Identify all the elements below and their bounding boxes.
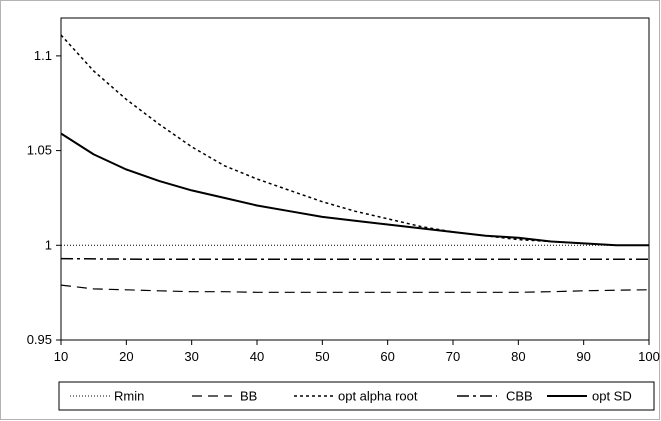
x-tick-label: 40 (250, 349, 264, 364)
legend-label: CBB (506, 389, 533, 404)
series-lines (60, 34, 650, 293)
series-line-bb (60, 284, 650, 293)
y-tick-label: 0.95 (27, 332, 52, 347)
legend: Rmin BB opt alpha root CBB opt SD (70, 389, 632, 404)
y-tick-label: 1 (45, 237, 52, 252)
series-line-cbb (60, 257, 649, 261)
y-tick-label: 1.05 (27, 143, 52, 158)
legend-label: opt alpha root (338, 389, 418, 404)
plot-area (60, 17, 650, 341)
series-line-opt-sd (60, 132, 649, 247)
y-tick-label: 1.1 (34, 48, 52, 63)
x-axis: 10 20 30 40 50 60 70 80 90 100 (54, 340, 660, 364)
legend-label: Rmin (114, 389, 144, 404)
x-tick-label: 50 (315, 349, 329, 364)
y-axis: 0.95 1 1.05 1.1 (27, 48, 61, 347)
x-tick-label: 60 (380, 349, 394, 364)
x-tick-label: 100 (638, 349, 660, 364)
legend-label: BB (240, 389, 257, 404)
x-tick-label: 10 (54, 349, 68, 364)
legend-label: opt SD (592, 389, 632, 404)
x-tick-label: 80 (511, 349, 525, 364)
x-tick-label: 70 (446, 349, 460, 364)
x-tick-label: 30 (184, 349, 198, 364)
x-tick-label: 20 (119, 349, 133, 364)
x-tick-label: 90 (576, 349, 590, 364)
